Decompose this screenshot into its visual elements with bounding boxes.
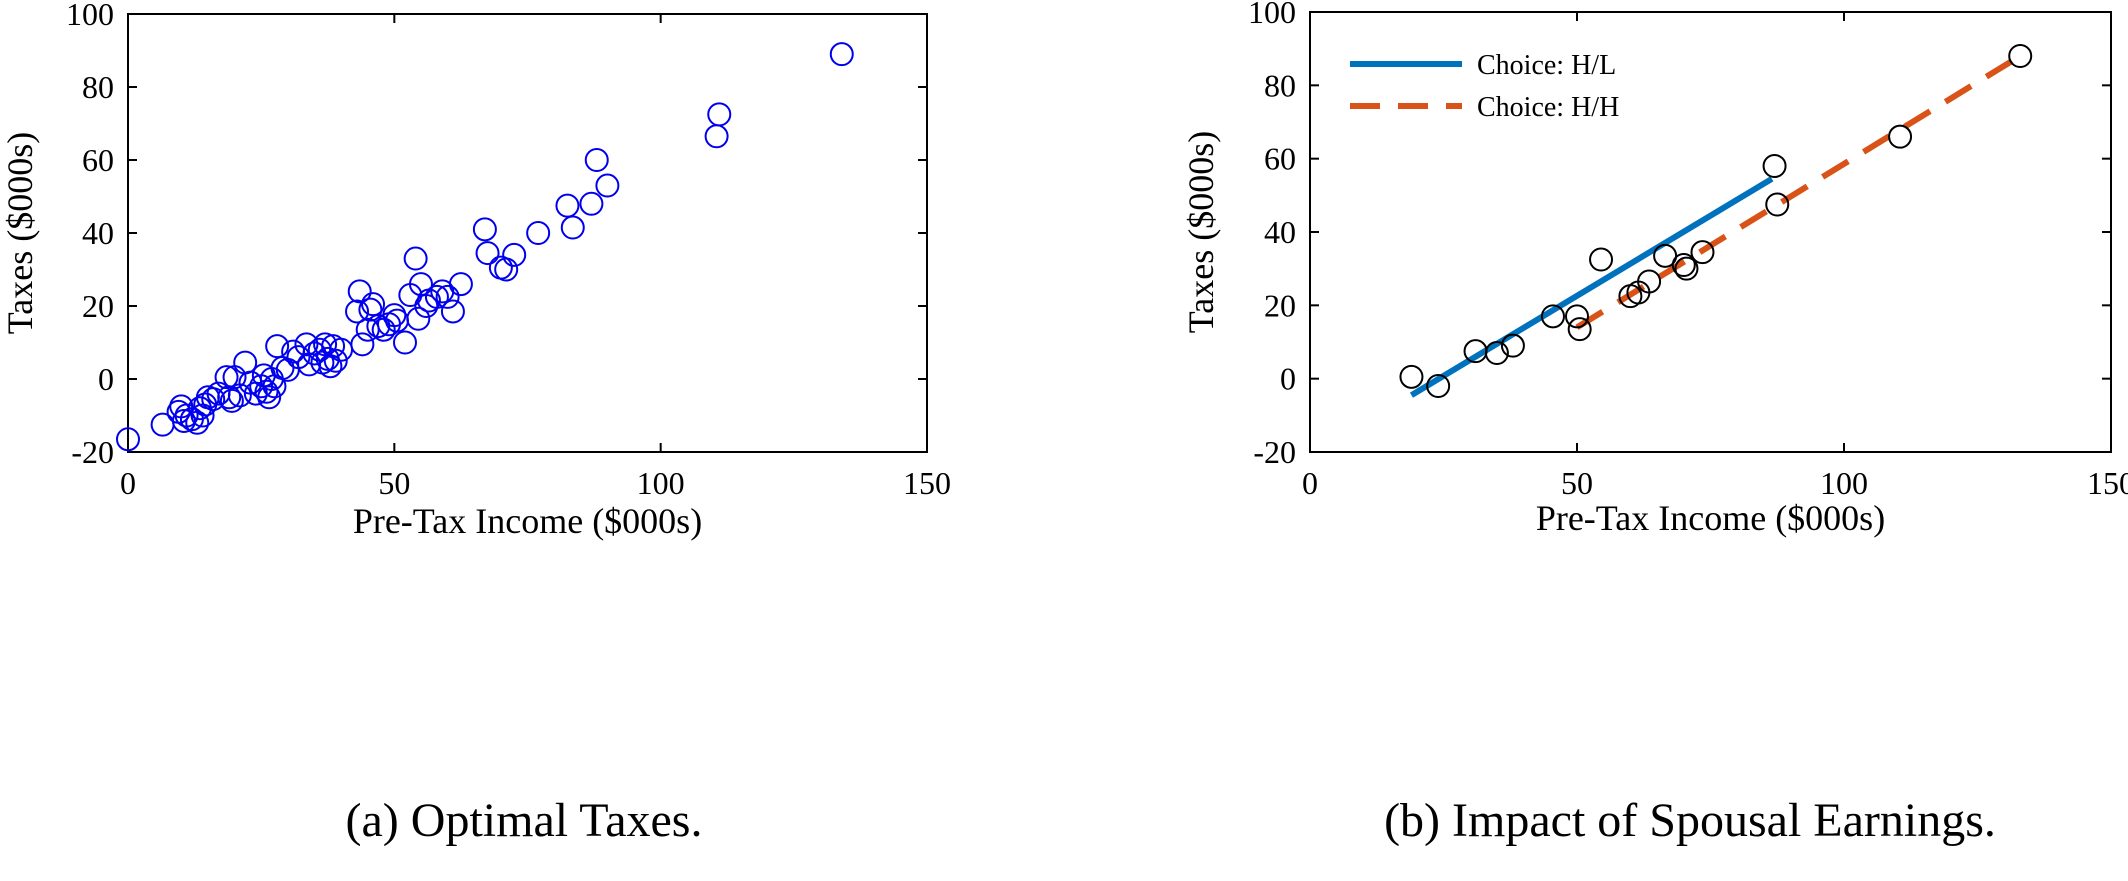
data-point	[1399, 364, 1424, 389]
data-point	[201, 387, 226, 412]
data-point	[116, 427, 140, 452]
data-point	[1637, 269, 1662, 294]
data-point	[358, 297, 383, 322]
x-tick-label: 100	[637, 465, 685, 501]
y-tick-label: 100	[66, 0, 114, 32]
data-point	[1567, 317, 1592, 342]
data-point	[1888, 124, 1913, 149]
data-point	[526, 221, 551, 245]
data-point	[171, 408, 196, 433]
data-point	[2008, 44, 2033, 68]
y-tick-label: 20	[82, 288, 114, 324]
data-point	[475, 241, 500, 266]
x-axis-label: Pre-Tax Income ($000s)	[353, 501, 702, 541]
x-tick-label: 150	[903, 465, 951, 501]
data-point	[1484, 341, 1509, 365]
data-point	[1765, 192, 1790, 217]
y-tick-label: 60	[1264, 141, 1296, 177]
series-line-h-l	[1409, 176, 1774, 398]
data-point	[361, 292, 386, 317]
y-tick-label: 0	[1280, 361, 1296, 397]
y-axis-label: Taxes ($000s)	[0, 132, 40, 334]
data-point	[707, 102, 732, 127]
x-tick-label: 150	[2087, 465, 2128, 501]
x-axis-label: Pre-Tax Income ($000s)	[1536, 498, 1885, 538]
y-tick-label: 20	[1264, 287, 1296, 323]
y-tick-label: 60	[82, 142, 114, 178]
data-point	[1690, 240, 1715, 265]
data-point	[440, 299, 465, 324]
data-point	[406, 306, 431, 331]
y-tick-label: -20	[71, 434, 114, 470]
data-point	[1762, 154, 1787, 178]
data-point	[1589, 247, 1614, 272]
y-tick-label: 40	[82, 215, 114, 251]
data-point	[435, 284, 460, 309]
data-point	[347, 279, 372, 304]
y-axis-label: Taxes ($000s)	[1181, 131, 1221, 333]
data-point	[502, 242, 527, 267]
panel-caption: (b) Impact of Spousal Earnings.	[1384, 794, 1996, 847]
data-point	[345, 299, 370, 324]
data-point	[254, 379, 279, 404]
data-point	[584, 148, 609, 172]
y-tick-label: 80	[1264, 67, 1296, 103]
data-point	[1674, 256, 1699, 281]
data-point	[704, 124, 729, 149]
data-point	[1671, 253, 1696, 277]
data-point	[1565, 304, 1589, 329]
data-point	[403, 246, 428, 271]
y-tick-label: 80	[82, 69, 114, 105]
data-point	[382, 303, 407, 328]
data-point	[323, 348, 348, 373]
data-point	[150, 412, 175, 437]
data-point	[1500, 333, 1525, 358]
panel-caption: (a) Optimal Taxes.	[346, 794, 703, 847]
data-point	[318, 354, 343, 379]
legend-label: Choice: H/L	[1477, 50, 1616, 81]
data-point	[392, 330, 417, 355]
data-point	[472, 217, 497, 242]
x-tick-label: 0	[1302, 465, 1318, 501]
data-point	[555, 193, 580, 218]
data-point	[214, 365, 239, 390]
data-point	[579, 191, 604, 216]
data-point	[448, 272, 473, 297]
data-point	[560, 215, 585, 240]
y-tick-label: 40	[1264, 214, 1296, 250]
legend-label: Choice: H/H	[1477, 92, 1619, 123]
y-tick-label: 0	[98, 361, 114, 397]
data-point	[233, 350, 258, 375]
data-point	[829, 42, 854, 67]
data-point	[350, 332, 375, 357]
data-point	[257, 385, 282, 410]
y-tick-label: 100	[1248, 0, 1296, 30]
x-tick-label: 100	[1820, 465, 1868, 501]
x-tick-label: 0	[120, 465, 136, 501]
data-point	[424, 284, 449, 309]
x-tick-label: 50	[378, 465, 410, 501]
data-point	[595, 173, 620, 198]
x-tick-label: 50	[1561, 465, 1593, 501]
y-tick-label: -20	[1253, 434, 1296, 470]
data-point	[1540, 304, 1565, 329]
data-point	[294, 332, 319, 357]
data-point	[265, 334, 290, 359]
data-point	[1426, 374, 1451, 398]
data-point	[219, 388, 244, 413]
data-point	[408, 272, 433, 297]
series-line-h-h	[1575, 53, 2022, 330]
data-point	[366, 314, 391, 339]
data-point	[494, 257, 519, 282]
